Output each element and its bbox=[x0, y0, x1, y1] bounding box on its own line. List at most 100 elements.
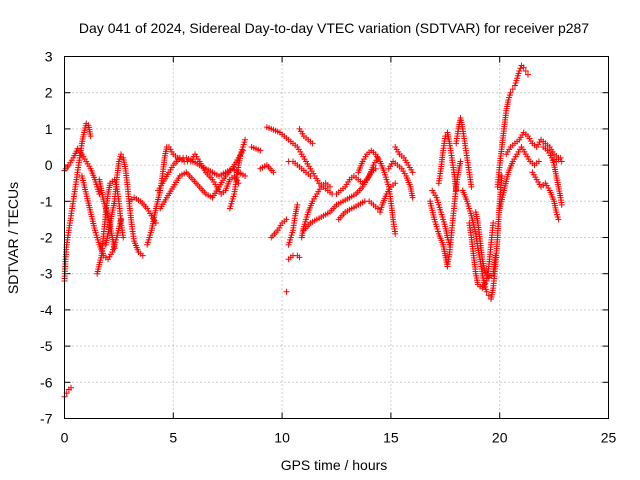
data-point bbox=[326, 183, 333, 190]
series-arc-17 bbox=[268, 216, 290, 241]
series-arc-18 bbox=[283, 288, 290, 295]
data-point bbox=[296, 254, 303, 261]
series-arc-37 bbox=[503, 129, 562, 161]
data-point bbox=[446, 241, 453, 248]
series-arc-6 bbox=[102, 151, 146, 259]
series-arc-25 bbox=[377, 180, 399, 216]
data-point bbox=[242, 172, 249, 179]
data-layer bbox=[61, 62, 565, 400]
y-tick-label: -3 bbox=[40, 266, 53, 282]
data-point bbox=[111, 245, 118, 252]
data-point bbox=[235, 180, 242, 187]
series-arc-39 bbox=[548, 154, 565, 208]
series-arc-40 bbox=[540, 144, 565, 165]
data-point bbox=[409, 194, 416, 201]
data-point bbox=[270, 169, 277, 176]
series-arc-28 bbox=[427, 158, 464, 270]
y-tick-label: -1 bbox=[40, 193, 53, 209]
series-arc-38 bbox=[529, 169, 562, 223]
y-tick-label: -7 bbox=[40, 411, 53, 427]
data-point bbox=[520, 64, 527, 71]
y-tick-label: -5 bbox=[40, 338, 53, 354]
x-tick-label: 20 bbox=[492, 430, 508, 446]
series-arc-21 bbox=[298, 180, 333, 241]
series-arc-29 bbox=[429, 187, 453, 248]
label-layer: 0 5 10 15 20 25 -7 -6 -5 -4 -3 -2 -1 0 1 2 3 bbox=[40, 49, 616, 446]
data-point bbox=[483, 288, 490, 295]
x-tick-label: 25 bbox=[601, 430, 617, 446]
data-point bbox=[283, 216, 290, 223]
series-arc-35 bbox=[494, 62, 531, 190]
data-point bbox=[409, 169, 416, 176]
y-tick-label: 0 bbox=[45, 157, 53, 173]
y-axis-label: SDTVAR / TECUs bbox=[5, 182, 21, 294]
data-point bbox=[453, 187, 460, 194]
series-arc-32 bbox=[459, 172, 505, 303]
data-point bbox=[392, 230, 399, 237]
series-arc-14 bbox=[263, 124, 379, 198]
data-point bbox=[524, 71, 531, 78]
data-point bbox=[139, 252, 146, 259]
data-point bbox=[558, 201, 565, 208]
x-tick-label: 10 bbox=[274, 430, 290, 446]
data-point bbox=[118, 151, 125, 158]
grid-layer bbox=[64, 56, 609, 419]
series-arc-34 bbox=[472, 209, 499, 281]
data-point bbox=[492, 252, 499, 259]
data-point bbox=[152, 220, 159, 227]
series-arc-26 bbox=[385, 158, 416, 201]
chart-title: Day 041 of 2024, Sidereal Day-to-day VTE… bbox=[79, 20, 589, 36]
data-point bbox=[283, 288, 290, 295]
data-point bbox=[87, 133, 94, 140]
series-arc-23 bbox=[335, 198, 381, 223]
series-arc-27 bbox=[392, 144, 416, 176]
series-arc-22 bbox=[300, 154, 381, 234]
series-arc-13 bbox=[257, 162, 277, 176]
data-point bbox=[557, 154, 564, 161]
y-tick-label: -6 bbox=[40, 374, 53, 390]
data-point bbox=[522, 67, 529, 74]
data-point bbox=[457, 158, 464, 165]
data-point bbox=[468, 183, 475, 190]
data-point bbox=[535, 158, 542, 165]
series-arc-24 bbox=[355, 147, 399, 237]
data-point bbox=[242, 136, 249, 143]
data-point bbox=[120, 234, 127, 241]
data-point bbox=[498, 172, 505, 179]
x-tick-label: 15 bbox=[383, 430, 399, 446]
series-arc-1 bbox=[61, 120, 94, 284]
data-point bbox=[372, 165, 379, 172]
data-point bbox=[307, 172, 314, 179]
series-arc-31 bbox=[453, 115, 475, 190]
data-point bbox=[555, 216, 562, 223]
data-point bbox=[392, 180, 399, 187]
y-tick-label: 2 bbox=[45, 85, 53, 101]
series-arc-early-low bbox=[61, 384, 75, 400]
data-point bbox=[442, 133, 449, 140]
series-arc-2 bbox=[61, 145, 103, 198]
series-arc-11 bbox=[226, 136, 249, 212]
data-point bbox=[68, 384, 75, 391]
data-point bbox=[257, 147, 264, 154]
data-point bbox=[485, 292, 492, 299]
data-point bbox=[374, 205, 381, 212]
series-arc-19 bbox=[285, 252, 303, 263]
data-point bbox=[294, 201, 301, 208]
data-point bbox=[516, 67, 523, 74]
series-arc-15 bbox=[296, 125, 316, 147]
y-tick-label: -4 bbox=[40, 302, 53, 318]
y-tick-label: 1 bbox=[45, 121, 53, 137]
series-arc-30 bbox=[435, 129, 460, 194]
series-arc-5 bbox=[96, 176, 118, 252]
data-point bbox=[558, 158, 565, 165]
data-point bbox=[490, 220, 497, 227]
data-point bbox=[509, 86, 516, 93]
data-point bbox=[374, 154, 381, 161]
data-point-fill bbox=[517, 65, 524, 72]
x-axis-label: GPS time / hours bbox=[281, 457, 388, 473]
x-tick-label: 5 bbox=[169, 430, 177, 446]
data-point bbox=[96, 191, 103, 198]
x-tick-label: 0 bbox=[61, 430, 69, 446]
y-tick-label: -2 bbox=[40, 230, 53, 246]
